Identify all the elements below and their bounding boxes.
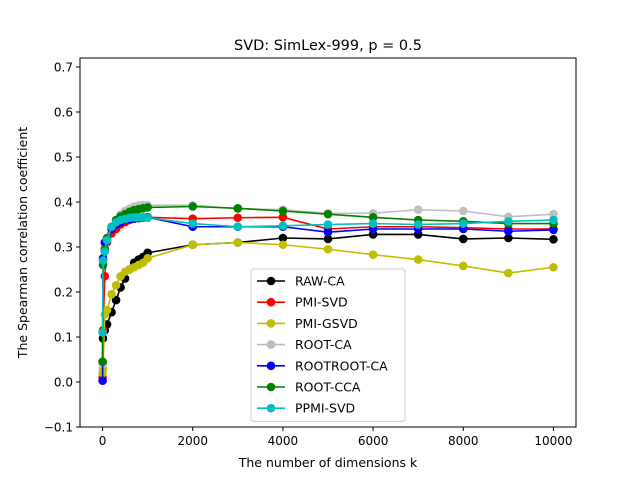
data-point-pmi-gsvd [111, 280, 121, 290]
data-point-ppmi-svd [143, 213, 152, 223]
y-axis-label: The Spearman correlation coefficient [15, 127, 30, 359]
data-point-raw-ca [278, 233, 288, 243]
data-point-pmi-gsvd [233, 238, 243, 247]
legend-label: ROOT-CA [295, 337, 352, 352]
legend-item-raw-ca: RAW-CA [257, 274, 345, 289]
data-point-pmi-gsvd [368, 250, 378, 259]
legend-label: ROOT-CCA [295, 380, 361, 395]
legend-label: PPMI-SVD [295, 401, 355, 416]
y-tick-label: 0.0 [54, 376, 73, 390]
x-axis: 0 2000 4000 6000 8000 10000 [99, 427, 573, 448]
data-point-pmi-gsvd [188, 240, 198, 250]
legend-marker [266, 276, 276, 286]
data-point-pmi-gsvd [107, 289, 116, 299]
data-point-ppmi-svd [413, 220, 423, 229]
series-layer [98, 200, 558, 385]
legend-item-ppmi-svd: PPMI-SVD [257, 401, 355, 416]
x-tick-label: 6000 [358, 434, 389, 448]
data-point-ppmi-svd [100, 247, 110, 256]
data-point-ppmi-svd [504, 217, 513, 226]
data-point-root-cca [98, 357, 107, 367]
x-tick-label: 4000 [268, 434, 299, 448]
data-point-root-cca [323, 209, 333, 219]
data-point-pmi-gsvd [278, 240, 288, 250]
x-axis-label: The number of dimensions k [238, 455, 418, 470]
legend-marker [266, 319, 276, 328]
plot-frame [79, 57, 577, 428]
series-ppmi-svd [98, 213, 558, 337]
data-point-ppmi-svd [368, 219, 378, 228]
legend-marker [266, 340, 276, 349]
legend-box [250, 268, 406, 422]
y-tick-label: 0.3 [54, 241, 73, 255]
data-point-root-cca [233, 204, 243, 213]
x-tick-label: 8000 [448, 434, 479, 448]
data-point-ppmi-svd [323, 220, 333, 229]
data-point-pmi-gsvd [323, 244, 333, 254]
data-point-root-cca [188, 202, 198, 211]
data-point-pmi-svd [100, 271, 110, 281]
data-point-pmi-gsvd [102, 305, 112, 315]
y-tick-label: −0.1 [44, 421, 73, 435]
x-tick-label: 10000 [534, 434, 572, 448]
data-point-rootroot-ca [549, 225, 558, 235]
data-point-rootroot-ca [323, 227, 333, 237]
data-point-root-cca [368, 213, 378, 222]
chart-title: SVD: SimLex-999, p = 0.5 [234, 38, 422, 54]
data-point-ppmi-svd [233, 222, 243, 232]
legend-item-pmi-gsvd: PMI-GSVD [257, 316, 358, 331]
y-tick-label: 0.5 [54, 151, 73, 165]
y-tick-label: 0.7 [54, 61, 73, 75]
data-point-rootroot-ca [504, 226, 513, 236]
legend-item-root-cca: ROOT-CCA [257, 380, 361, 395]
data-point-ppmi-svd [458, 219, 468, 228]
legend-label: ROOTROOT-CA [295, 358, 388, 373]
legend-label: PMI-SVD [295, 295, 348, 310]
y-tick-label: 0.4 [54, 196, 73, 210]
y-tick-label: 0.2 [54, 286, 73, 300]
data-point-rootroot-ca [98, 376, 107, 385]
data-point-ppmi-svd [102, 235, 112, 245]
legend-label: PMI-GSVD [295, 316, 358, 331]
x-tick-label: 2000 [177, 434, 208, 448]
data-point-ppmi-svd [278, 221, 288, 231]
y-tick-label: 0.6 [54, 106, 73, 120]
legend-item-root-ca: ROOT-CA [257, 337, 352, 352]
data-point-pmi-gsvd [143, 253, 152, 263]
data-point-root-cca [143, 203, 152, 212]
legend: RAW-CA PMI-SVD PMI-GSVD ROOT-CA ROOTROOT-CA R… [250, 268, 406, 422]
data-point-ppmi-svd [188, 219, 198, 228]
data-point-raw-ca [458, 234, 468, 244]
data-point-ppmi-svd [98, 256, 108, 265]
legend-label: RAW-CA [295, 274, 345, 289]
legend-item-pmi-svd: PMI-SVD [257, 295, 348, 310]
data-point-pmi-gsvd [458, 261, 468, 271]
data-point-ppmi-svd [549, 215, 558, 225]
y-tick-label: 0.1 [54, 331, 73, 345]
legend-marker [266, 403, 276, 413]
data-point-pmi-gsvd [504, 268, 513, 278]
data-point-raw-ca [111, 295, 121, 305]
data-point-pmi-gsvd [413, 255, 423, 264]
data-point-raw-ca [323, 234, 333, 244]
data-point-pmi-svd [233, 213, 243, 223]
data-point-pmi-svd [278, 213, 288, 222]
data-point-raw-ca [549, 235, 558, 244]
data-point-ppmi-svd [98, 328, 107, 337]
data-point-root-cca [278, 206, 288, 216]
data-point-raw-ca [504, 233, 513, 243]
data-point-root-ca [413, 205, 423, 214]
legend-marker [266, 361, 276, 371]
legend-item-rootroot-ca: ROOTROOT-CA [257, 358, 388, 373]
x-tick-label: 0 [99, 434, 107, 448]
data-point-pmi-gsvd [549, 262, 558, 272]
y-axis: −0.1 0.0 0.1 0.2 0.3 0.4 0.5 0.6 0.7 [44, 61, 80, 435]
legend-marker [266, 297, 276, 307]
legend-marker [266, 382, 276, 392]
data-point-root-ca [458, 206, 468, 216]
